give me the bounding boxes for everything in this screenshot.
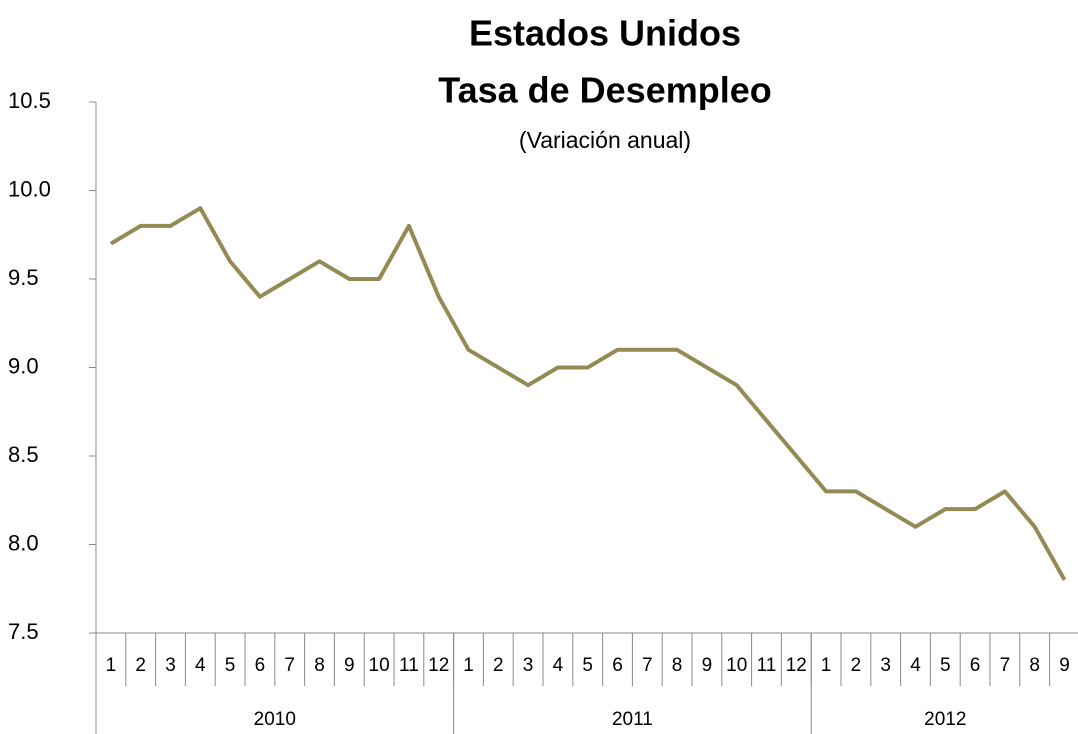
y-tick-label: 8.0 (8, 530, 39, 555)
y-tick-label: 10.0 (8, 176, 51, 201)
line-series (109, 206, 1067, 581)
x-tick-label: 4 (910, 655, 921, 676)
group-label: 2011 (612, 709, 653, 730)
x-tick-label: 5 (225, 655, 236, 676)
x-tick-label: 1 (821, 655, 832, 676)
x-tick-label: 5 (582, 655, 593, 676)
y-tick-label: 9.0 (8, 353, 39, 378)
x-tick-label: 9 (702, 655, 713, 676)
x-tick-label: 4 (195, 655, 206, 676)
y-tick-label: 10.5 (8, 88, 51, 113)
x-tick-label: 7 (284, 655, 295, 676)
x-tick-label: 10 (726, 655, 747, 676)
x-tick-label: 6 (612, 655, 623, 676)
x-tick-label: 6 (970, 655, 981, 676)
chart-title: Estados Unidos (469, 13, 741, 54)
x-tick-label: 9 (344, 655, 355, 676)
y-tick-label: 9.5 (8, 265, 39, 290)
x-tick-label: 8 (672, 655, 683, 676)
x-tick-label: 2 (135, 655, 146, 676)
x-tick-label: 10 (369, 655, 390, 676)
x-tick-label: 12 (428, 655, 449, 676)
group-label: 2010 (254, 709, 296, 730)
x-tick-label: 2 (493, 655, 504, 676)
x-tick-label: 3 (880, 655, 891, 676)
x-tick-label: 4 (553, 655, 564, 676)
x-tick-label: 8 (1029, 655, 1040, 676)
chart-subtitle: (Variación anual) (519, 127, 691, 153)
x-tick-label: 7 (642, 655, 653, 676)
y-tick-label: 8.5 (8, 442, 39, 467)
group-label: 2012 (924, 709, 966, 730)
x-tick-label: 1 (106, 655, 117, 676)
x-tick-label: 11 (757, 655, 777, 676)
x-tick-label: 3 (165, 655, 176, 676)
x-tick-label: 8 (314, 655, 325, 676)
x-tick-label: 3 (523, 655, 534, 676)
x-tick-label: 5 (940, 655, 951, 676)
x-tick-label: 7 (1000, 655, 1011, 676)
x-tick-label: 9 (1059, 655, 1070, 676)
x-tick-label: 2 (851, 655, 862, 676)
chart-title-2: Tasa de Desempleo (438, 70, 771, 111)
x-tick-label: 6 (255, 655, 266, 676)
x-tick-label: 1 (463, 655, 474, 676)
y-tick-label: 7.5 (8, 619, 39, 644)
x-tick-label: 11 (399, 655, 419, 676)
x-tick-label: 12 (786, 655, 807, 676)
